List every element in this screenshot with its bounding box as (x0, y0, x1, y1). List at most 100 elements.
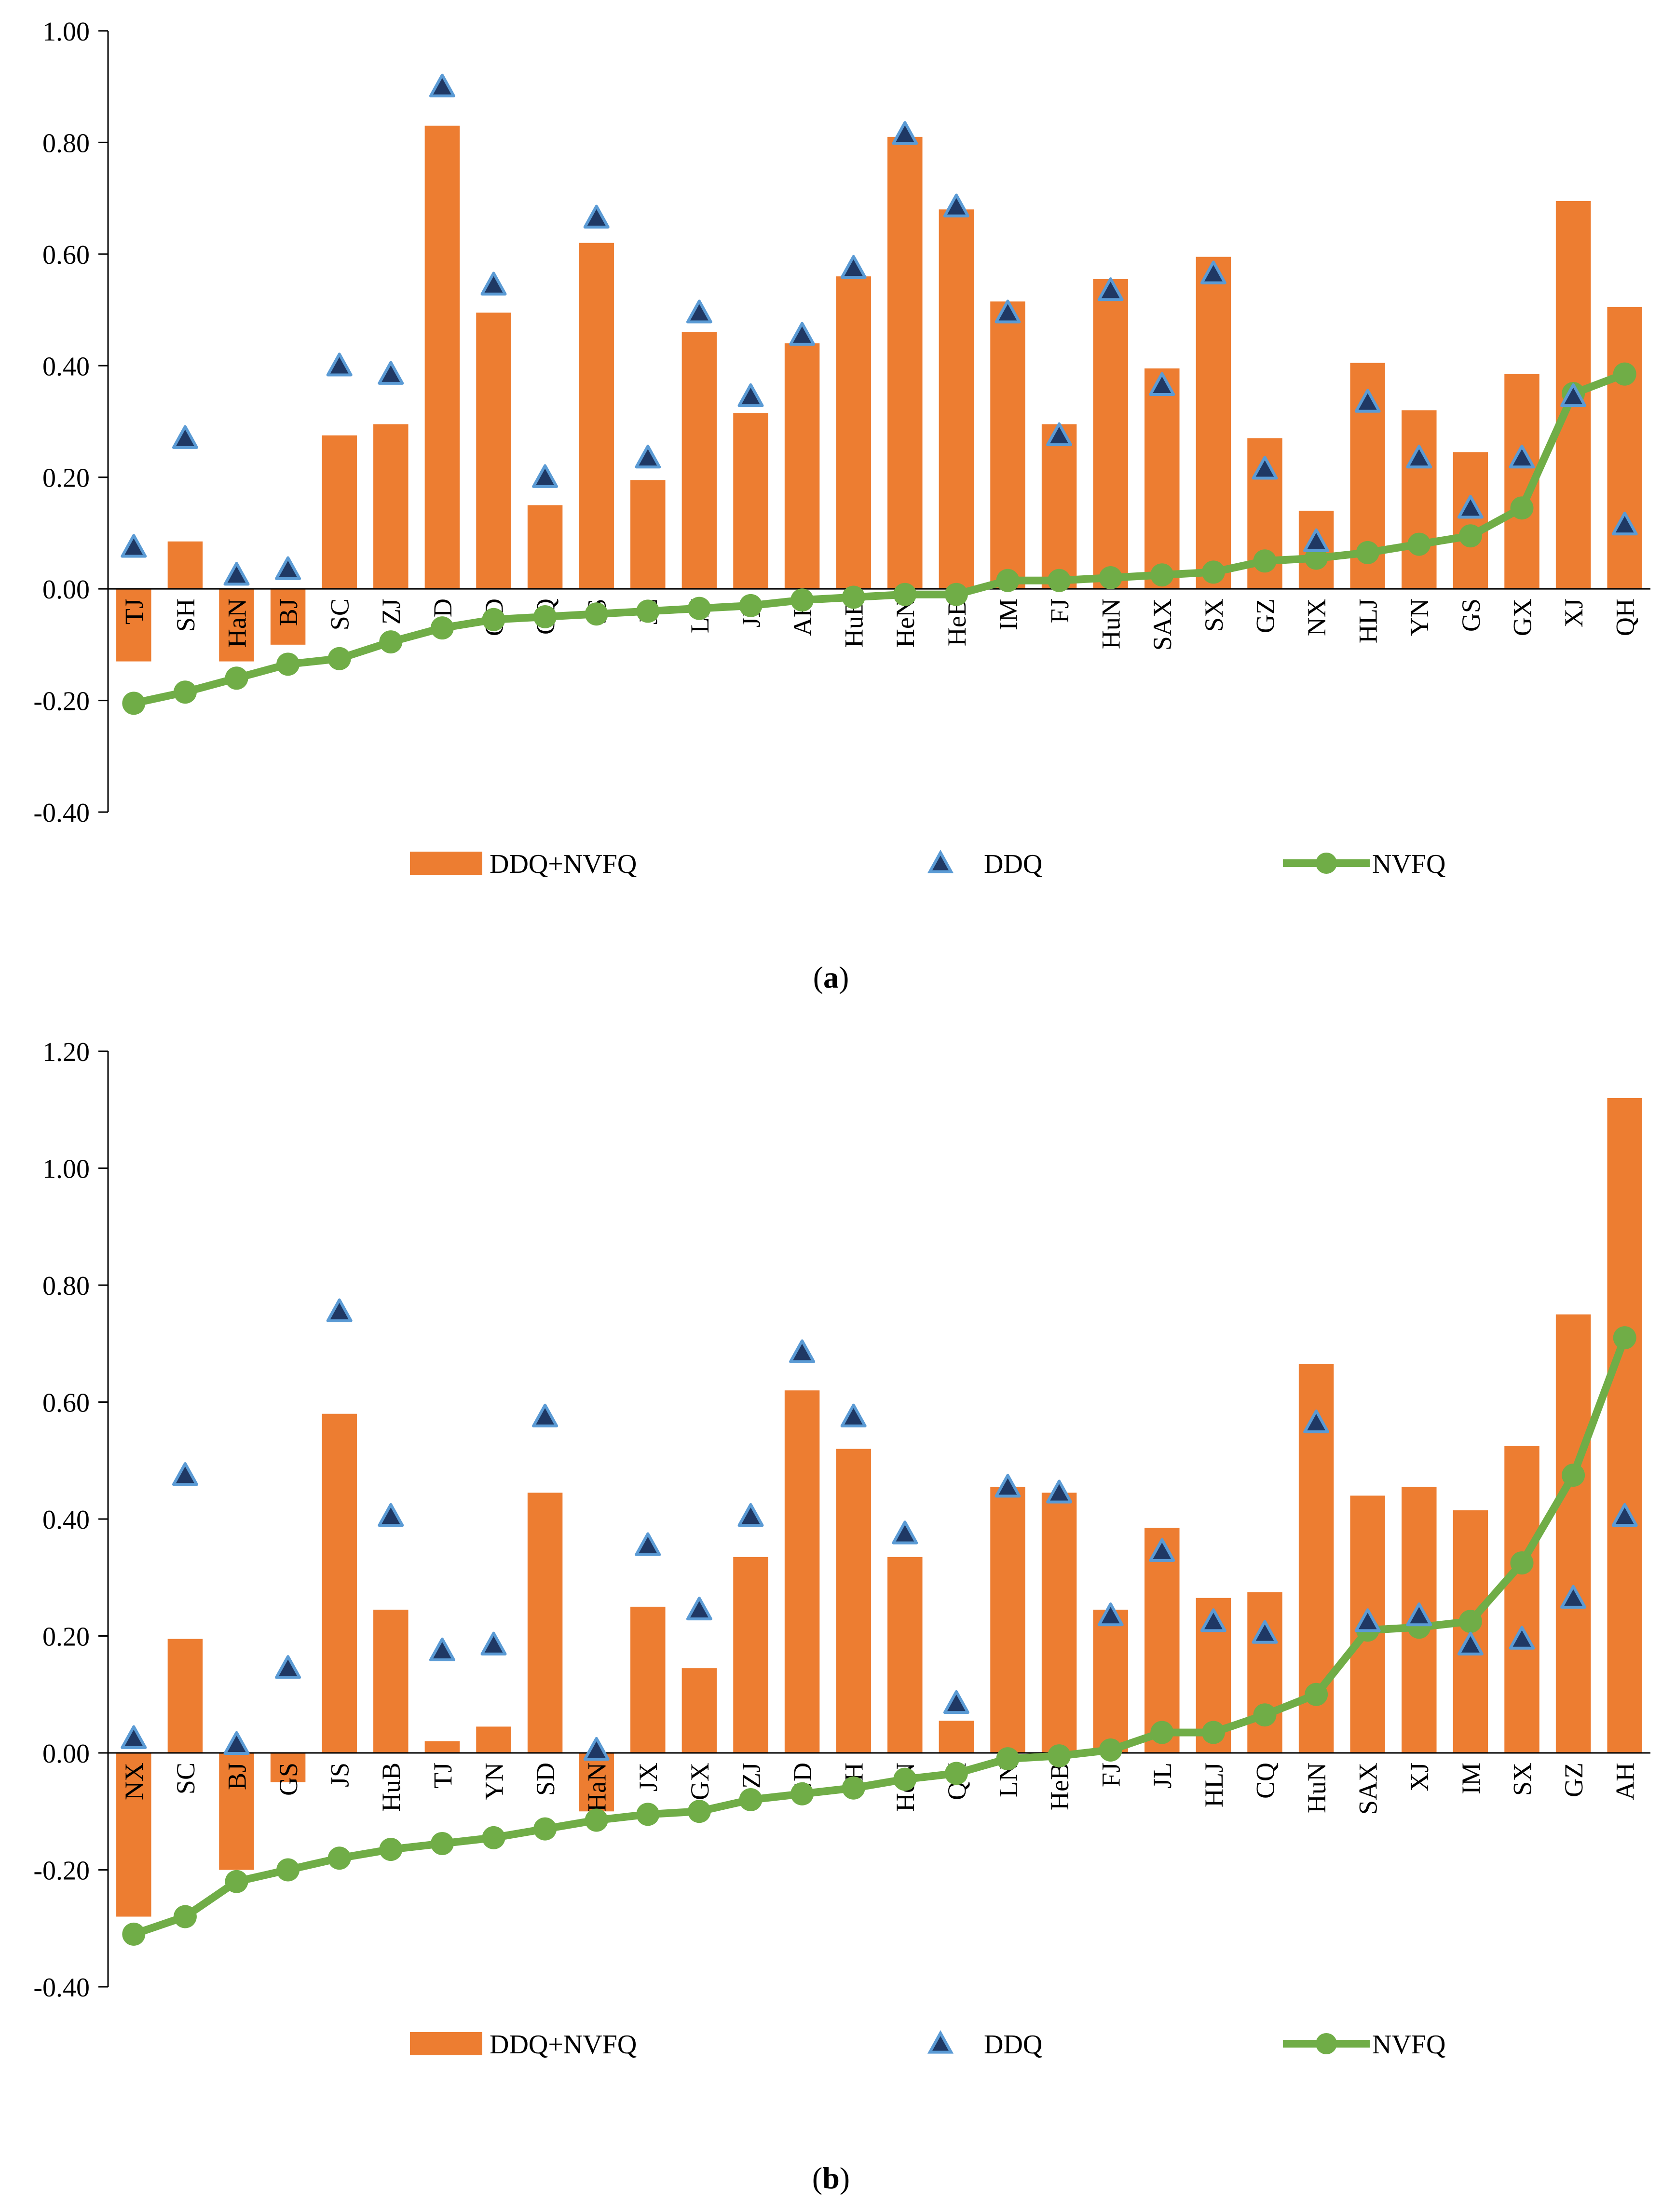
chart-b-bar-ZJ (733, 1557, 768, 1753)
chart-a-caption: (a) (813, 960, 849, 994)
chart-b-bar-TJ (424, 1741, 460, 1753)
chart-a-ddq-point-LN (686, 299, 712, 324)
chart-a-bar-GS (1453, 452, 1488, 589)
chart-a-nvfq-point-GX (1510, 496, 1534, 520)
chart-b-legend-nvfq-swatch-dot (1316, 2033, 1337, 2054)
chart-a-legend-ddq-label: DDQ (984, 849, 1042, 879)
chart-a-bar-HuN (1093, 279, 1128, 589)
chart-a-nvfq-point-JS (585, 602, 608, 626)
chart-b-nvfq-point-GD (790, 1782, 814, 1805)
chart-a-nvfq-point-AH (790, 588, 814, 612)
chart-b-nvfq-point-HLJ (1201, 1721, 1225, 1744)
chart-a-ddq-point-TJ (121, 534, 147, 558)
chart-a-nvfq-point-SC (327, 647, 351, 670)
chart-a-nvfq-point-JL (636, 599, 660, 623)
chart-b-x-label-NX: NX (120, 1763, 149, 1800)
chart-a-svg: -0.40 -0.20 0.00 0.20 0.40 0.60 0.80 1.00 TJ SH Ha… (33, 17, 1650, 879)
chart-a-bar-SC (322, 435, 357, 589)
chart-b-x-label-SD: SD (531, 1763, 560, 1796)
chart-b-nvfq-point-ZJ (739, 1788, 763, 1811)
chart-a-bar-IM (990, 301, 1025, 589)
chart-b-bar-GS (270, 1753, 306, 1782)
chart-b-ddq-point-HeB (1046, 1479, 1073, 1504)
chart-a-x-label-GZ: GZ (1251, 598, 1280, 633)
chart-b-bar-GD (784, 1390, 820, 1753)
chart-b-ddq-point-CQ (1252, 1620, 1278, 1644)
chart-a-nvfq-line (133, 370, 1626, 707)
chart-b-x-label-JL: JL (1148, 1763, 1177, 1789)
chart-b-bar-JS (322, 1413, 357, 1753)
chart-b-nvfq-point-JX (636, 1803, 660, 1826)
chart-a-x-label-NX: NX (1302, 598, 1331, 636)
chart-a-nvfq-point-JX (739, 594, 763, 617)
chart-b-ddq-point-LN (994, 1474, 1021, 1498)
chart-a-x-label-ZJ: ZJ (377, 598, 406, 624)
chart-b-ddq-point-HLJ (1200, 1608, 1226, 1632)
chart-a-bar-BJ (270, 589, 306, 645)
chart-a-x-label-FJ: FJ (1045, 598, 1074, 623)
chart-b-bar-CQ (1247, 1592, 1282, 1753)
chart-a-nvfq-point-GZ (1253, 549, 1277, 573)
chart-b-legend-ddq-label: DDQ (984, 2030, 1042, 2060)
chart-b-nvfq-point-JL (1150, 1721, 1174, 1744)
chart-a-ddq-point-SX (1200, 260, 1226, 285)
chart-b-x-label-HLJ: HLJ (1199, 1763, 1228, 1807)
chart-a-ddq-point-FJ (1046, 422, 1073, 447)
chart-a-y-tick-label: -0.40 (33, 798, 90, 828)
chart-b-nvfq-point-GS (276, 1858, 300, 1882)
chart-a-bar-SX (1196, 257, 1231, 589)
chart-b-legend: DDQ+NVFQ DDQ NVFQ (410, 2030, 1445, 2060)
chart-panel-a: -0.40 -0.20 0.00 0.20 0.40 0.60 0.80 1.00 TJ SH Ha… (0, 0, 1662, 1003)
chart-a-legend: DDQ+NVFQ DDQ NVFQ (410, 849, 1445, 879)
chart-b-ddq-point-SX (1509, 1626, 1535, 1650)
chart-a-ddq-point-ZJ (378, 361, 404, 385)
chart-b-bar-NX (116, 1753, 151, 1917)
chart-a-nvfq-point-HuN (1099, 566, 1122, 589)
chart-b-x-label-SAX: SAX (1354, 1763, 1383, 1815)
chart-b-bar-SD (527, 1493, 563, 1753)
chart-a-bar-CQ (527, 505, 563, 589)
chart-a-x-label-SX: SX (1199, 598, 1228, 632)
chart-a-x-label-YN: YN (1405, 598, 1434, 636)
chart-a-x-label-HaN: HaN (222, 598, 251, 648)
chart-a-bar-TJ (116, 589, 151, 662)
chart-b-y-tick-label: 0.20 (42, 1622, 90, 1652)
chart-b-bar-JL (1144, 1528, 1180, 1753)
chart-b-y-tick-label: 1.20 (42, 1037, 90, 1067)
chart-a-x-label-HeN: HeN (891, 598, 920, 648)
chart-b-nvfq-point-CQ (1253, 1703, 1277, 1727)
chart-a-ddq-point-HuN (1097, 277, 1124, 301)
chart-b-bar-GX (681, 1668, 717, 1753)
chart-a-nvfq-point-CQ (533, 605, 557, 628)
chart-a-nvfq-point-LN (687, 597, 711, 620)
chart-a-ddq-point-HLJ (1354, 389, 1381, 413)
chart-a-bar-JS (579, 243, 614, 589)
chart-b-ddq-point-JS (326, 1298, 353, 1322)
chart-a-nvfq-point-BJ (276, 652, 300, 676)
chart-b-x-label-SC: SC (171, 1763, 200, 1794)
chart-b-y-tick-label: 1.00 (42, 1154, 90, 1184)
chart-b-ddq-point-JX (635, 1532, 661, 1556)
chart-a-ddq-point-SC (326, 353, 353, 377)
chart-a-bar-YN (1402, 410, 1437, 589)
chart-panel-b: -0.40 -0.20 0.00 0.20 0.40 0.60 0.80 1.00 1.20 NX… (0, 1018, 1662, 2210)
chart-b-nvfq-point-GX (687, 1800, 711, 1823)
chart-b-ddq-point-GD (789, 1339, 816, 1363)
chart-a-x-label-BJ: BJ (274, 598, 303, 626)
chart-a-nvfq-point-SD (430, 616, 454, 640)
chart-b-nvfq-point-BJ (225, 1870, 248, 1893)
chart-a-ddq-point-SAX (1149, 372, 1175, 396)
chart-a-nvfq-point-HLJ (1356, 541, 1379, 564)
chart-a-x-label-QH: QH (1611, 598, 1640, 636)
chart-b-ddq-point-SAX (1354, 1608, 1381, 1632)
chart-b-ddq-point-GX (686, 1596, 712, 1621)
chart-b-bar-YN (476, 1726, 511, 1753)
chart-b-nvfq-point-SX (1510, 1551, 1534, 1574)
chart-b-x-label-SX: SX (1508, 1763, 1537, 1796)
chart-b-x-label-JS: JS (326, 1763, 354, 1787)
chart-b-nvfq-point-SH (842, 1776, 865, 1800)
chart-a-legend-bar-label: DDQ+NVFQ (490, 849, 637, 879)
chart-b-nvfq-point-JS (327, 1846, 351, 1870)
chart-a-ddq-point-HaN (223, 562, 250, 586)
chart-b-ddq-point-NX (121, 1725, 147, 1749)
